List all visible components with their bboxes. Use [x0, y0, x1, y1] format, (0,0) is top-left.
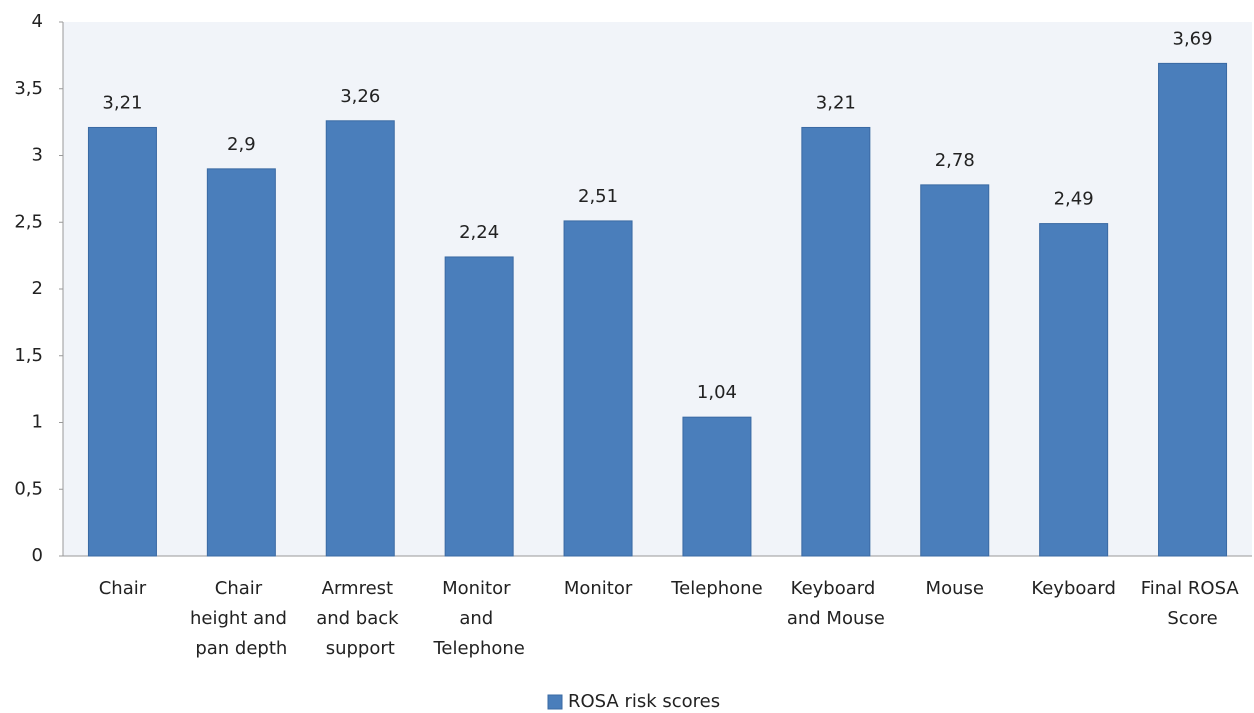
- data-label: 3,21: [102, 92, 142, 113]
- bar: [1158, 62, 1228, 557]
- data-label: 3,21: [816, 92, 856, 113]
- bar: [206, 168, 276, 557]
- data-label: 2,49: [1054, 189, 1094, 210]
- data-label: 1,04: [697, 382, 737, 403]
- bar: [563, 220, 633, 557]
- data-label: 2,9: [227, 134, 256, 155]
- x-tick-label: Chair height and pan depth: [190, 578, 293, 659]
- data-label: 2,51: [578, 186, 618, 207]
- data-label: 3,26: [340, 86, 380, 107]
- y-tick-label: 1,5: [14, 345, 43, 366]
- x-tick-label: Monitor: [564, 578, 633, 599]
- y-tick-label: 2,5: [14, 211, 43, 232]
- x-tick-label: Keyboard: [1031, 578, 1116, 599]
- bar: [682, 416, 752, 557]
- bar: [325, 120, 395, 557]
- legend-swatch: [547, 694, 563, 710]
- bar: [801, 126, 871, 557]
- x-tick-label: Armrest and back support: [316, 578, 404, 659]
- legend-label: ROSA risk scores: [568, 691, 720, 712]
- x-tick-label: Keyboard and Mouse: [787, 578, 885, 629]
- data-label: 2,24: [459, 222, 499, 243]
- data-label: 2,78: [935, 150, 975, 171]
- x-tick-label: Final ROSA Score: [1141, 578, 1245, 629]
- bar: [920, 184, 990, 557]
- y-tick-label: 2: [32, 278, 43, 299]
- x-tick-label: Mouse: [926, 578, 984, 599]
- y-tick-label: 3: [32, 145, 43, 166]
- bar: [87, 126, 157, 557]
- x-tick-label: Monitor and Telephone: [432, 578, 524, 659]
- y-tick-label: 0,5: [14, 478, 43, 499]
- x-tick-label: Telephone: [670, 578, 762, 599]
- data-label: 3,69: [1173, 28, 1213, 49]
- y-tick-label: 0: [32, 545, 43, 566]
- y-tick-label: 3,5: [14, 78, 43, 99]
- bar: [1039, 223, 1109, 557]
- y-tick-label: 1: [32, 412, 43, 433]
- y-tick-label: 4: [32, 11, 43, 32]
- x-tick-label: Chair: [99, 578, 147, 599]
- bar: [444, 256, 514, 557]
